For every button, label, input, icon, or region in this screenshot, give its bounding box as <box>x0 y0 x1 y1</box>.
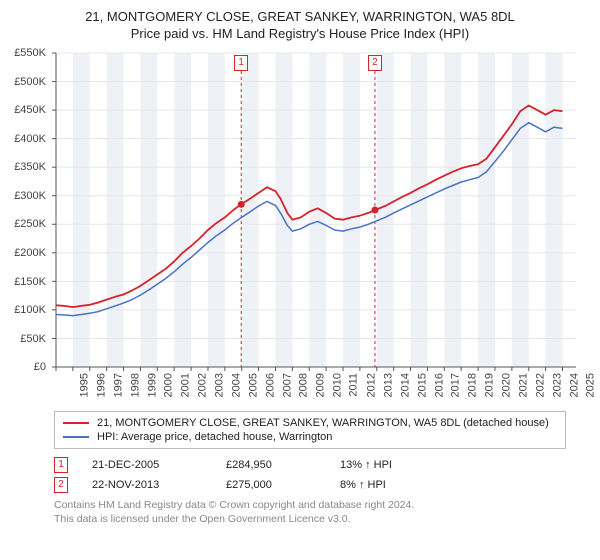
x-tick-label: 2019 <box>484 373 496 397</box>
legend-swatch <box>63 422 89 424</box>
legend-swatch <box>63 436 89 438</box>
x-tick-label: 2002 <box>197 373 209 397</box>
y-tick-label: £250K <box>14 218 46 230</box>
y-tick-label: £550K <box>14 47 46 59</box>
x-tick-label: 2013 <box>382 373 394 397</box>
y-tick-label: £500K <box>14 76 46 88</box>
x-tick-label: 1999 <box>146 373 158 397</box>
x-tick-label: 2006 <box>264 373 276 397</box>
legend-label: HPI: Average price, detached house, Warr… <box>97 431 332 443</box>
sale-row-marker: 1 <box>54 457 68 473</box>
sale-pct: 13% ↑ HPI <box>340 459 420 471</box>
x-tick-label: 2000 <box>163 373 175 397</box>
y-tick-label: £150K <box>14 276 46 288</box>
y-tick-label: £200K <box>14 247 46 259</box>
y-tick-label: £400K <box>14 133 46 145</box>
x-tick-label: 2005 <box>247 373 259 397</box>
sales-table: 1 21-DEC-2005 £284,950 13% ↑ HPI 2 22-NOV-201… <box>54 455 566 495</box>
x-tick-label: 2008 <box>298 373 310 397</box>
x-tick-label: 2016 <box>433 373 445 397</box>
x-tick-label: 2015 <box>416 373 428 397</box>
y-tick-label: £350K <box>14 161 46 173</box>
x-tick-label: 2014 <box>399 373 411 397</box>
y-tick-label: £300K <box>14 190 46 202</box>
x-tick-label: 2023 <box>551 373 563 397</box>
chart-svg <box>10 45 586 405</box>
sale-price: £275,000 <box>226 479 316 491</box>
x-tick-label: 2022 <box>534 373 546 397</box>
sale-pct: 8% ↑ HPI <box>340 479 420 491</box>
y-tick-label: £0 <box>34 361 46 373</box>
y-tick-label: £50K <box>20 333 46 345</box>
x-tick-label: 2010 <box>332 373 344 397</box>
x-tick-label: 2012 <box>365 373 377 397</box>
sale-date: 22-NOV-2013 <box>92 479 202 491</box>
sale-row-marker: 2 <box>54 477 68 493</box>
legend-label: 21, MONTGOMERY CLOSE, GREAT SANKEY, WARR… <box>97 417 549 429</box>
x-tick-label: 1995 <box>78 373 90 397</box>
x-tick-label: 2020 <box>501 373 513 397</box>
sale-marker-box: 2 <box>368 55 382 71</box>
x-tick-label: 1998 <box>129 373 141 397</box>
x-tick-label: 2001 <box>180 373 192 397</box>
sale-date: 21-DEC-2005 <box>92 459 202 471</box>
x-tick-label: 2009 <box>315 373 327 397</box>
footer-attribution: Contains HM Land Registry data © Crown c… <box>54 499 566 526</box>
x-tick-label: 2003 <box>214 373 226 397</box>
x-tick-label: 2018 <box>467 373 479 397</box>
chart-title-line2: Price paid vs. HM Land Registry's House … <box>10 26 590 41</box>
sale-marker-box: 1 <box>234 55 248 71</box>
x-tick-label: 2011 <box>348 373 360 397</box>
sale-row: 2 22-NOV-2013 £275,000 8% ↑ HPI <box>54 475 566 495</box>
chart-title-line1: 21, MONTGOMERY CLOSE, GREAT SANKEY, WARR… <box>10 8 590 26</box>
x-tick-label: 1996 <box>95 373 107 397</box>
legend: 21, MONTGOMERY CLOSE, GREAT SANKEY, WARR… <box>54 411 566 449</box>
footer-line2: This data is licensed under the Open Gov… <box>54 513 566 527</box>
x-tick-label: 2024 <box>568 373 580 397</box>
x-tick-label: 2004 <box>230 373 242 397</box>
chart-container: 21, MONTGOMERY CLOSE, GREAT SANKEY, WARR… <box>0 0 600 530</box>
x-tick-label: 1997 <box>112 373 124 397</box>
line-chart: £0 £50K £100K £150K £200K £250K £300K £350K £400… <box>10 45 586 405</box>
y-tick-label: £100K <box>14 304 46 316</box>
legend-row: HPI: Average price, detached house, Warr… <box>63 430 557 444</box>
x-tick-label: 2007 <box>281 373 293 397</box>
legend-row: 21, MONTGOMERY CLOSE, GREAT SANKEY, WARR… <box>63 416 557 430</box>
x-tick-label: 2017 <box>450 373 462 397</box>
legend-box: 21, MONTGOMERY CLOSE, GREAT SANKEY, WARR… <box>54 411 566 449</box>
x-tick-label: 2021 <box>517 373 529 397</box>
sale-price: £284,950 <box>226 459 316 471</box>
sale-row: 1 21-DEC-2005 £284,950 13% ↑ HPI <box>54 455 566 475</box>
x-tick-label: 2025 <box>585 373 597 397</box>
footer-line1: Contains HM Land Registry data © Crown c… <box>54 499 566 513</box>
y-tick-label: £450K <box>14 104 46 116</box>
